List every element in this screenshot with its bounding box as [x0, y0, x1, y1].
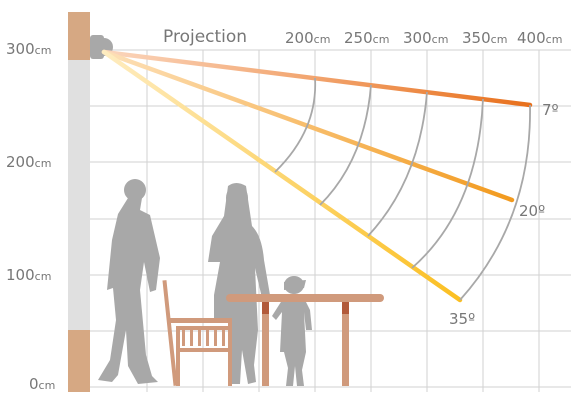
- projection-label-300: 300cm: [403, 29, 448, 47]
- chair-icon: [162, 280, 232, 386]
- height-label-0: 0cm: [29, 375, 55, 392]
- angle-label-20: 20º: [519, 202, 545, 220]
- wall-plaster: [68, 60, 90, 330]
- wall: [68, 12, 90, 392]
- projection-axis-labels: 200cm 250cm 300cm 350cm 400cm: [285, 29, 562, 47]
- projection-label-400: 400cm: [517, 29, 562, 47]
- child-silhouette-icon: [272, 276, 312, 386]
- height-label-300: 300cm: [6, 40, 51, 58]
- man-silhouette-icon: [98, 179, 160, 384]
- furniture: [162, 280, 384, 386]
- table-icon: [226, 294, 384, 386]
- projection-label-350: 350cm: [462, 29, 507, 47]
- projection-title: Projection: [163, 27, 247, 47]
- wall-wood-bottom: [68, 330, 90, 392]
- beams: [101, 49, 533, 303]
- height-axis-labels: 300cm 200cm 100cm 0cm: [6, 40, 55, 393]
- projection-label-250: 250cm: [344, 29, 389, 47]
- woman-silhouette-icon: [208, 183, 270, 384]
- projection-label-200: 200cm: [285, 29, 330, 47]
- height-label-200: 200cm: [6, 153, 51, 171]
- silhouettes: [98, 179, 312, 386]
- angle-label-35: 35º: [449, 310, 475, 328]
- height-label-100: 100cm: [6, 266, 51, 284]
- beam-35-deg: [101, 49, 463, 303]
- beam-7-deg: [101, 49, 533, 108]
- beam-angle-labels: 7º 20º 35º: [449, 101, 559, 328]
- angle-label-7: 7º: [542, 101, 559, 119]
- distance-arcs: [274, 77, 531, 301]
- wall-wood-top: [68, 12, 90, 60]
